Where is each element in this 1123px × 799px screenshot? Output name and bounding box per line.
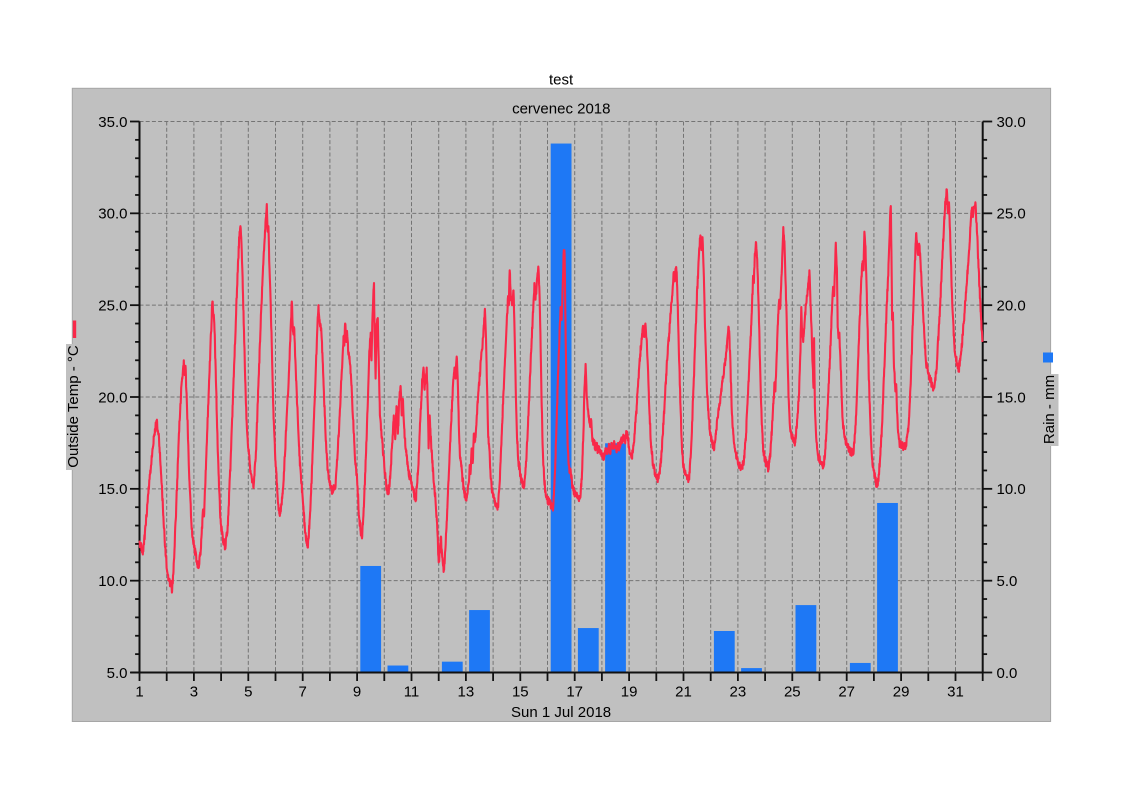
svg-text:21: 21 — [675, 684, 692, 701]
svg-text:25.0: 25.0 — [997, 206, 1026, 223]
svg-text:20.0: 20.0 — [98, 389, 127, 406]
svg-text:10.0: 10.0 — [997, 481, 1026, 498]
svg-text:15.0: 15.0 — [997, 389, 1026, 406]
svg-text:cervenec 2018: cervenec 2018 — [512, 101, 610, 118]
svg-text:9: 9 — [353, 684, 361, 701]
svg-text:27: 27 — [838, 684, 855, 701]
svg-text:3: 3 — [190, 684, 198, 701]
svg-text:Sun 1 Jul 2018: Sun 1 Jul 2018 — [511, 704, 611, 721]
svg-text:15: 15 — [512, 684, 529, 701]
svg-text:25.0: 25.0 — [98, 297, 127, 314]
svg-text:5.0: 5.0 — [997, 573, 1018, 590]
svg-text:23: 23 — [730, 684, 747, 701]
svg-text:7: 7 — [299, 684, 307, 701]
svg-text:5: 5 — [244, 684, 252, 701]
svg-text:test: test — [549, 72, 574, 89]
svg-text:1: 1 — [135, 684, 143, 701]
svg-text:30.0: 30.0 — [98, 206, 127, 223]
svg-text:0.0: 0.0 — [997, 665, 1018, 682]
svg-text:15.0: 15.0 — [98, 481, 127, 498]
svg-text:13: 13 — [458, 684, 475, 701]
svg-text:20.0: 20.0 — [997, 297, 1026, 314]
svg-text:30.0: 30.0 — [997, 114, 1026, 131]
svg-text:35.0: 35.0 — [98, 114, 127, 131]
svg-text:25: 25 — [784, 684, 801, 701]
svg-text:17: 17 — [566, 684, 583, 701]
svg-text:10.0: 10.0 — [98, 573, 127, 590]
svg-text:29: 29 — [893, 684, 910, 701]
svg-text:Outside Temp - °C: Outside Temp - °C — [65, 345, 82, 468]
svg-text:5.0: 5.0 — [107, 665, 128, 682]
svg-text:31: 31 — [947, 684, 964, 701]
svg-text:11: 11 — [404, 684, 420, 701]
svg-text:19: 19 — [621, 684, 638, 701]
svg-text:Rain - mm: Rain - mm — [1041, 375, 1058, 444]
